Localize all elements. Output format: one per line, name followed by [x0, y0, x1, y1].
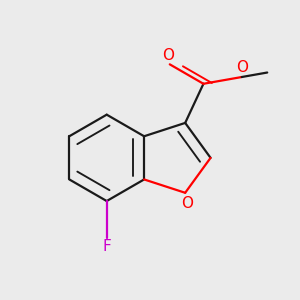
- Text: O: O: [181, 196, 193, 211]
- Text: F: F: [102, 239, 111, 254]
- Text: O: O: [162, 48, 174, 63]
- Text: O: O: [236, 60, 248, 75]
